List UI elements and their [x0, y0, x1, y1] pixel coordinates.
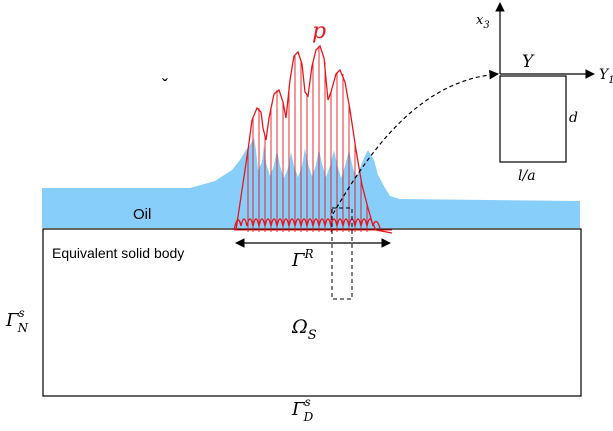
- solid-body-label: Equivalent solid body: [52, 245, 184, 261]
- pressure-lines: [247, 46, 368, 232]
- pressure-label: p: [312, 19, 326, 44]
- pressure-base-wave: [233, 218, 381, 231]
- depth-label: d: [569, 110, 578, 126]
- cell-rectangle: [499, 75, 567, 163]
- width-label: l/a: [518, 168, 536, 184]
- gamma-r-label: ΓR: [291, 247, 314, 271]
- upsilon-label: Υ: [522, 52, 535, 72]
- gamma-n-label: Γs N: [5, 306, 29, 335]
- axis-x3-label: x3: [476, 13, 490, 31]
- gamma-d-label: Γs D: [291, 395, 314, 424]
- oil-layer: [42, 138, 580, 228]
- solid-body: [42, 228, 582, 397]
- checkmark-glyph: ˇ: [162, 76, 168, 96]
- axis-y1-label: Y1: [599, 67, 613, 86]
- omega-s-label: ΩS: [291, 316, 317, 343]
- pressure-envelope: [235, 44, 393, 234]
- zoom-arrow: [332, 69, 499, 215]
- inset-window: [331, 207, 353, 300]
- oil-label: Oil: [133, 206, 151, 223]
